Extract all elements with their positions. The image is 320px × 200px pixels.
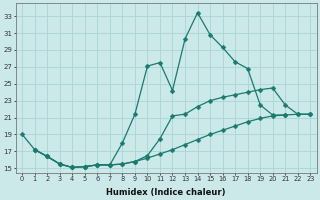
X-axis label: Humidex (Indice chaleur): Humidex (Indice chaleur) — [107, 188, 226, 197]
